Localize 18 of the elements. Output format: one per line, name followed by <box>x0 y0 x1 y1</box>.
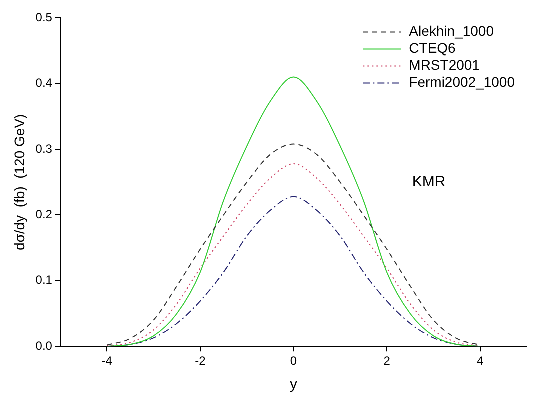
x-tick-label: -4 <box>102 354 113 368</box>
legend-label: MRST2001 <box>409 57 480 74</box>
legend-label: CTEQ6 <box>409 40 456 56</box>
x-tick-label: 4 <box>477 354 484 368</box>
y-tick-label: 0.4 <box>36 76 53 90</box>
legend-label: Alekhin_1000 <box>409 23 494 40</box>
x-axis-title: y <box>290 376 298 394</box>
y-tick-label: 0.1 <box>36 273 53 288</box>
legend-label: Fermi2002_1000 <box>409 74 516 90</box>
y-axis-title: dσ/dy (fb) (120 GeV) <box>11 114 28 251</box>
y-tick-label: 0.2 <box>36 208 53 222</box>
y-tick-label: 0.3 <box>36 142 53 156</box>
x-tick-label: -2 <box>195 354 206 368</box>
annotation: KMR <box>412 174 446 191</box>
y-tick-label: 0.0 <box>36 338 53 353</box>
y-tick-label: 0.5 <box>36 10 53 25</box>
x-tick-label: 0 <box>290 354 298 368</box>
x-tick-label: 2 <box>384 354 391 368</box>
